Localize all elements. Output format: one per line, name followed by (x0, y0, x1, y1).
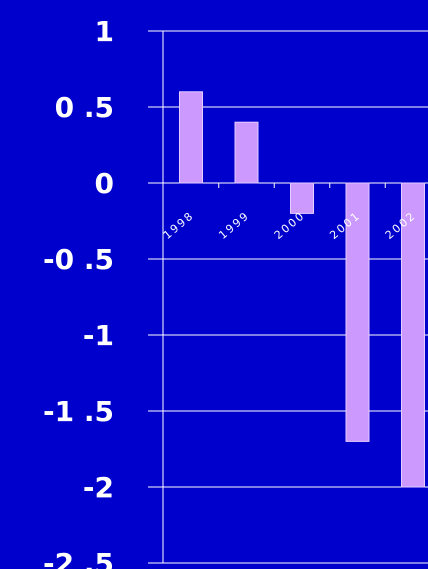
bar-2000 (290, 182, 314, 214)
x-tick-label: 2000 (272, 209, 308, 242)
bar-2001 (345, 182, 370, 442)
y-tick-label: -2 (83, 471, 114, 504)
y-tick-label: 1 (95, 15, 114, 48)
y-tick-label: -1 .5 (43, 395, 114, 428)
y-tick-label: -2 .5 (43, 547, 114, 569)
x-tick-label: 1998 (161, 209, 197, 242)
y-tick-label: 0 (95, 167, 114, 200)
bar-1998 (179, 91, 203, 184)
bar-2002 (401, 182, 425, 488)
y-tick-label: -0 .5 (43, 243, 114, 276)
x-tick-label: 1999 (216, 209, 252, 242)
y-tick-label: -1 (83, 319, 114, 352)
y-tick-label: 0 .5 (55, 91, 114, 124)
bar-1999 (234, 121, 259, 184)
